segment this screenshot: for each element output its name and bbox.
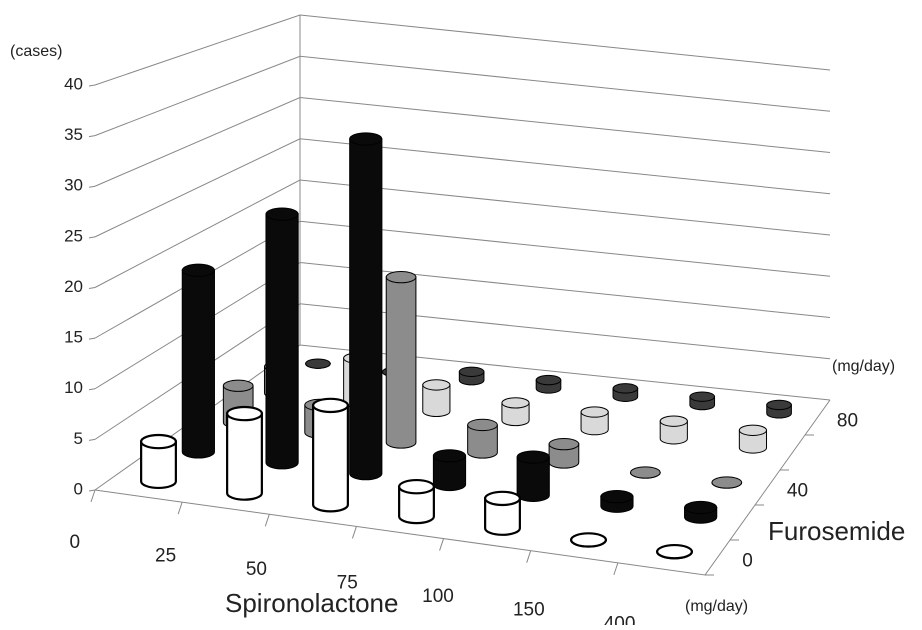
y-tick [88,185,96,188]
cylinder-top [467,418,498,432]
cylinder-top [501,397,530,409]
y-tick-label: 10 [64,378,83,397]
cylinder-top [656,543,693,560]
cylinder-top [612,383,639,394]
y-tick-label: 5 [74,429,83,448]
cylinder-top [535,374,562,386]
z-tick-label: 80 [837,411,858,432]
y-tick-label: 40 [64,74,83,93]
y-tick [88,84,96,87]
y-tick [88,287,96,289]
cylinder-top [484,490,521,507]
cylinder-top [689,391,716,402]
y-tick-label: 30 [64,176,83,195]
cylinder-top [630,466,661,479]
cylinder-top [548,437,580,451]
grid-line [94,14,831,86]
y-unit: (cases) [10,43,62,60]
y-tick-label: 25 [64,226,83,245]
z-title: Furosemide [768,516,905,546]
cylinder-top [222,379,254,392]
cylinder-top [140,433,177,450]
x-title: Spironolactone [225,588,398,618]
cylinder-top [265,207,299,221]
cylinder [738,429,768,454]
z-tick-label: 0 [742,551,753,572]
cylinder-top [349,132,383,146]
y-tick [88,489,96,492]
cylinder-top [226,405,263,422]
cylinder [181,269,215,459]
cylinder-top [684,500,718,515]
cylinder-top [432,449,467,463]
cylinder-top [600,490,634,504]
y-tick [88,438,96,441]
cylinder-top [711,476,743,489]
x-unit: (mg/day) [685,598,748,615]
y-tick-label: 0 [74,479,83,498]
x-tick [90,489,96,503]
y-tick-label: 15 [64,328,83,347]
x-tick-label: 50 [246,559,267,580]
cylinder [140,440,177,490]
z-tick-label: 40 [787,481,808,502]
x-tick [613,562,619,576]
cylinder [226,412,263,501]
x-tick-label: 0 [70,532,81,553]
cylinder [349,138,383,481]
cylinder [467,424,498,459]
cylinder [580,411,609,436]
cylinder-top [738,424,768,436]
x-tick-label: 75 [337,573,358,594]
z-unit: (mg/day) [832,358,895,375]
cylinder [516,456,550,502]
cylinder-top [570,532,607,548]
cylinder [385,276,417,449]
cylinder-top [766,399,792,411]
cylinder-top [422,379,451,391]
cylinder-top [181,263,215,277]
x-tick-label: 400 [604,613,636,625]
cylinder-top [385,270,417,284]
x-tick [439,538,445,551]
cylinder [484,497,521,536]
cylinder-top [305,358,331,369]
cylinder-top [580,406,609,418]
x-tick [264,514,270,527]
cylinder-top [398,478,435,495]
x-tick [526,550,532,563]
cylinder [659,420,688,445]
y-tick [88,388,96,391]
cylinder-top [458,366,485,377]
x-tick-label: 25 [155,546,176,567]
cylinder-top [659,415,688,427]
x-tick-label: 100 [422,586,454,607]
y-tick [88,135,96,138]
y-tick [88,236,96,239]
cylinder [265,213,299,470]
cylinder [501,402,530,427]
cylinder [422,384,451,418]
cylinder [398,485,435,525]
grid-line [94,55,831,137]
cylinder-top [516,450,550,464]
x-tick [351,526,357,539]
cylinder [312,404,349,513]
cylinder-top [312,397,349,414]
y-tick-label: 35 [64,125,83,144]
y-tick-label: 20 [64,277,83,296]
x-tick [177,501,183,515]
grid-line [94,96,831,187]
x-tick-label: 150 [513,600,545,621]
grid-line [94,138,831,238]
y-tick [88,337,96,340]
